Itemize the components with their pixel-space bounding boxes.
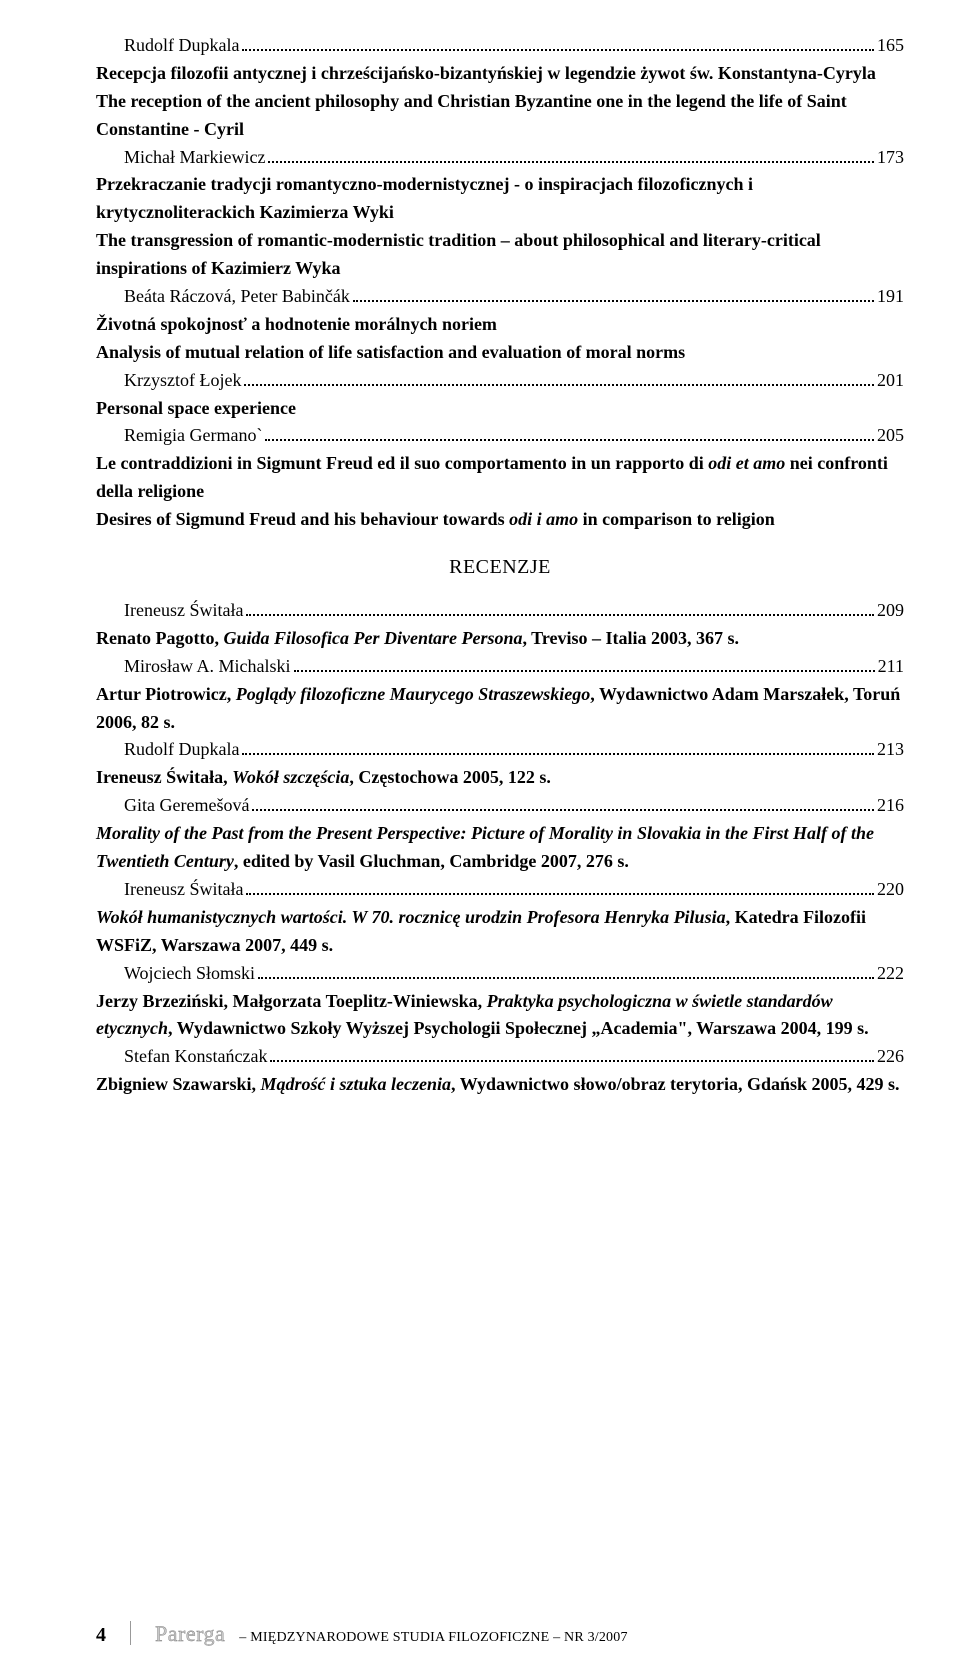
toc-author: Beáta Ráczová, Peter Babinčák: [124, 283, 350, 311]
page-footer: 4 Parerga – MIĘDZYNARODOWE STUDIA FILOZO…: [96, 1617, 904, 1651]
leader-dots: [242, 49, 874, 51]
footer-divider: [130, 1621, 131, 1645]
toc-page: 191: [877, 283, 904, 311]
toc-author-line: Gita Geremešová 216: [96, 792, 904, 820]
toc-author-line: Beáta Ráczová, Peter Babinčák 191: [96, 283, 904, 311]
toc-subtitle: The reception of the ancient philosophy …: [96, 88, 904, 144]
toc-page: 209: [877, 597, 904, 625]
toc-title-line: Morality of the Past from the Present Pe…: [96, 820, 904, 876]
toc-page: 226: [877, 1043, 904, 1071]
toc-author: Remigia Germano`: [124, 422, 262, 450]
toc-author-line: Rudolf Dupkala 165: [96, 32, 904, 60]
section-heading: RECENZJE: [96, 552, 904, 583]
toc-author-line: Ireneusz Świtała 209: [96, 597, 904, 625]
toc-title: Personal space experience: [96, 395, 904, 423]
toc-page: 201: [877, 367, 904, 395]
toc-page: 211: [878, 653, 904, 681]
leader-dots: [294, 670, 875, 672]
toc-author: Gita Geremešová: [124, 792, 249, 820]
toc-author-line: Mirosław A. Michalski 211: [96, 653, 904, 681]
leader-dots: [242, 753, 874, 755]
journal-brand: Parerga: [155, 1617, 225, 1651]
leader-dots: [258, 977, 874, 979]
leader-dots: [353, 300, 874, 302]
toc-author: Michał Markiewicz: [124, 144, 265, 172]
toc-title-line: Artur Piotrowicz, Poglądy filozoficzne M…: [96, 681, 904, 737]
toc-page: 213: [877, 736, 904, 764]
toc-author: Rudolf Dupkala: [124, 736, 239, 764]
leader-dots: [252, 809, 874, 811]
toc-author-line: Michał Markiewicz 173: [96, 144, 904, 172]
toc-author: Wojciech Słomski: [124, 960, 255, 988]
toc-title-line: Jerzy Brzeziński, Małgorzata Toeplitz-Wi…: [96, 988, 904, 1044]
toc-title: Przekraczanie tradycji romantyczno-moder…: [96, 171, 904, 227]
toc-author-line: Stefan Konstańczak 226: [96, 1043, 904, 1071]
toc-author: Rudolf Dupkala: [124, 32, 239, 60]
leader-dots: [246, 614, 874, 616]
leader-dots: [246, 893, 874, 895]
toc-title: Životná spokojnosť a hodnotenie morálnyc…: [96, 311, 904, 339]
leader-dots: [244, 384, 874, 386]
toc-title: Le contraddizioni in Sigmunt Freud ed il…: [96, 450, 904, 506]
toc-author: Ireneusz Świtała: [124, 597, 243, 625]
toc-title: Recepcja filozofii antycznej i chrześcij…: [96, 60, 904, 88]
toc-page: 205: [877, 422, 904, 450]
toc-page: 222: [877, 960, 904, 988]
footer-issue: – MIĘDZYNARODOWE STUDIA FILOZOFICZNE – N…: [239, 1627, 627, 1649]
toc-subtitle: The transgression of romantic-modernisti…: [96, 227, 904, 283]
toc-content: Rudolf Dupkala 165Recepcja filozofii anty…: [96, 32, 904, 1099]
toc-title-line: Renato Pagotto, Guida Filosofica Per Div…: [96, 625, 904, 653]
toc-title-line: Ireneusz Świtała, Wokół szczęścia, Częst…: [96, 764, 904, 792]
toc-author: Ireneusz Świtała: [124, 876, 243, 904]
toc-author-line: Wojciech Słomski 222: [96, 960, 904, 988]
page-number: 4: [96, 1620, 106, 1651]
toc-title-line: Zbigniew Szawarski, Mądrość i sztuka lec…: [96, 1071, 904, 1099]
toc-author-line: Rudolf Dupkala 213: [96, 736, 904, 764]
toc-title-line: Wokół humanistycznych wartości. W 70. ro…: [96, 904, 904, 960]
toc-page: 220: [877, 876, 904, 904]
toc-author-line: Krzysztof Łojek 201: [96, 367, 904, 395]
toc-page: 173: [877, 144, 904, 172]
leader-dots: [270, 1060, 874, 1062]
toc-author: Mirosław A. Michalski: [124, 653, 291, 681]
leader-dots: [268, 161, 874, 163]
toc-author: Krzysztof Łojek: [124, 367, 241, 395]
toc-author-line: Ireneusz Świtała 220: [96, 876, 904, 904]
leader-dots: [265, 439, 874, 441]
toc-author-line: Remigia Germano` 205: [96, 422, 904, 450]
toc-author: Stefan Konstańczak: [124, 1043, 267, 1071]
toc-page: 216: [877, 792, 904, 820]
toc-subtitle: Analysis of mutual relation of life sati…: [96, 339, 904, 367]
toc-subtitle: Desires of Sigmund Freud and his behavio…: [96, 506, 904, 534]
toc-page: 165: [877, 32, 904, 60]
